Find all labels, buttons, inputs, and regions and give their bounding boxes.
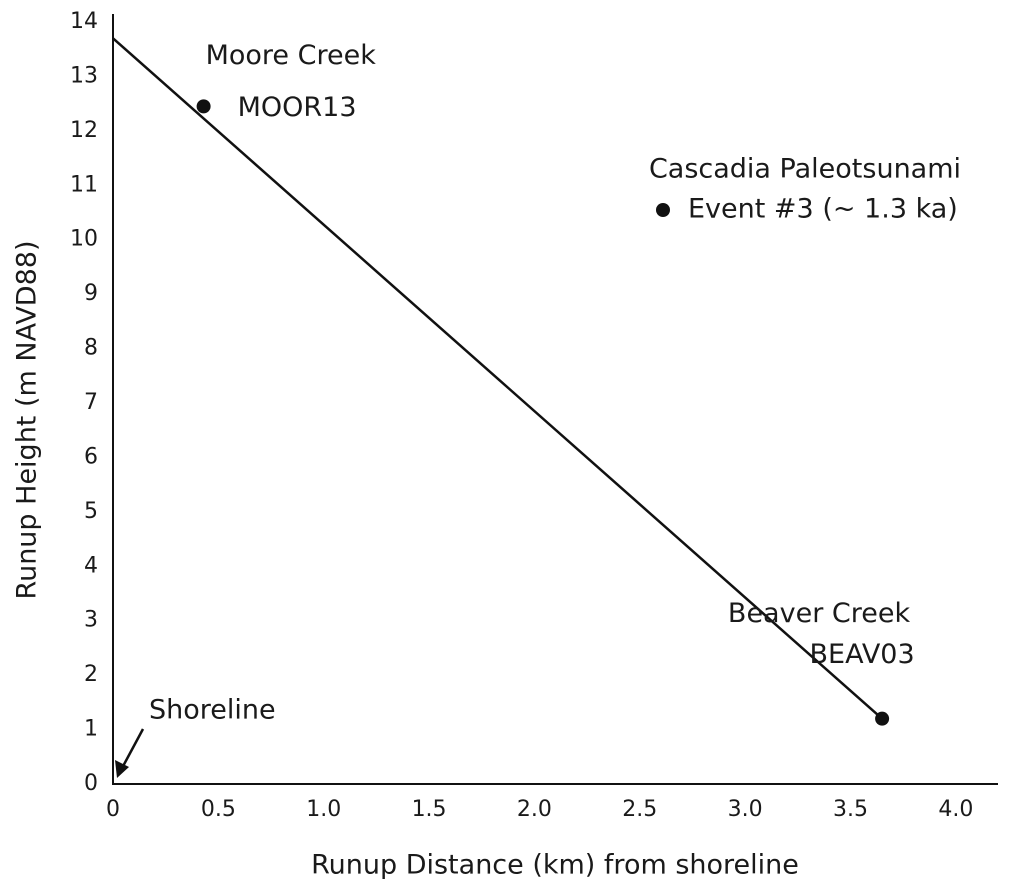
point bbox=[196, 99, 211, 114]
x-tick-label: 2.0 bbox=[517, 797, 552, 822]
point-label: MOOR13 bbox=[238, 92, 357, 123]
y-tick-label: 9 bbox=[84, 281, 98, 306]
x-tick-label: 3.0 bbox=[728, 797, 763, 822]
x-tick-label: 0.5 bbox=[201, 797, 236, 822]
x-axis-title: Runup Distance (km) from shoreline bbox=[311, 850, 799, 881]
y-tick-label: 11 bbox=[70, 172, 98, 197]
y-tick-label: 3 bbox=[84, 608, 98, 633]
y-tick-label: 12 bbox=[70, 118, 98, 143]
y-tick-label: 4 bbox=[84, 553, 98, 578]
legend-label: Event #3 (~ 1.3 ka) bbox=[688, 194, 958, 225]
x-tick-label: 1.5 bbox=[412, 797, 447, 822]
x-tick-label: 0 bbox=[106, 797, 120, 822]
trend-line bbox=[112, 37, 883, 720]
x-tick-label: 2.5 bbox=[622, 797, 657, 822]
y-tick-label: 7 bbox=[84, 390, 98, 415]
y-tick-label: 14 bbox=[70, 9, 98, 34]
y-tick-label: 0 bbox=[84, 771, 98, 796]
legend-marker bbox=[656, 203, 670, 217]
point-label: Moore Creek bbox=[206, 40, 377, 71]
point-label: Beaver Creek bbox=[728, 598, 911, 629]
y-tick-label: 6 bbox=[84, 444, 98, 469]
y-tick-label: 2 bbox=[84, 662, 98, 687]
y-tick-label: 8 bbox=[84, 336, 98, 361]
annotation-arrow bbox=[119, 728, 145, 771]
point-label: BEAV03 bbox=[810, 639, 915, 670]
annotation: Shoreline bbox=[149, 695, 276, 726]
y-tick-label: 13 bbox=[70, 63, 98, 88]
legend-label: Cascadia Paleotsunami bbox=[649, 154, 961, 185]
x-tick-label: 4.0 bbox=[938, 797, 973, 822]
y-tick-label: 5 bbox=[84, 499, 98, 524]
point bbox=[875, 711, 890, 726]
x-tick-label: 3.5 bbox=[833, 797, 868, 822]
y-tick-label: 10 bbox=[70, 227, 98, 252]
x-tick-label: 1.0 bbox=[306, 797, 341, 822]
annotation-arrowhead bbox=[115, 760, 129, 778]
y-axis-title: Runup Height (m NAVD88) bbox=[12, 241, 43, 600]
y-tick-label: 1 bbox=[84, 717, 98, 742]
